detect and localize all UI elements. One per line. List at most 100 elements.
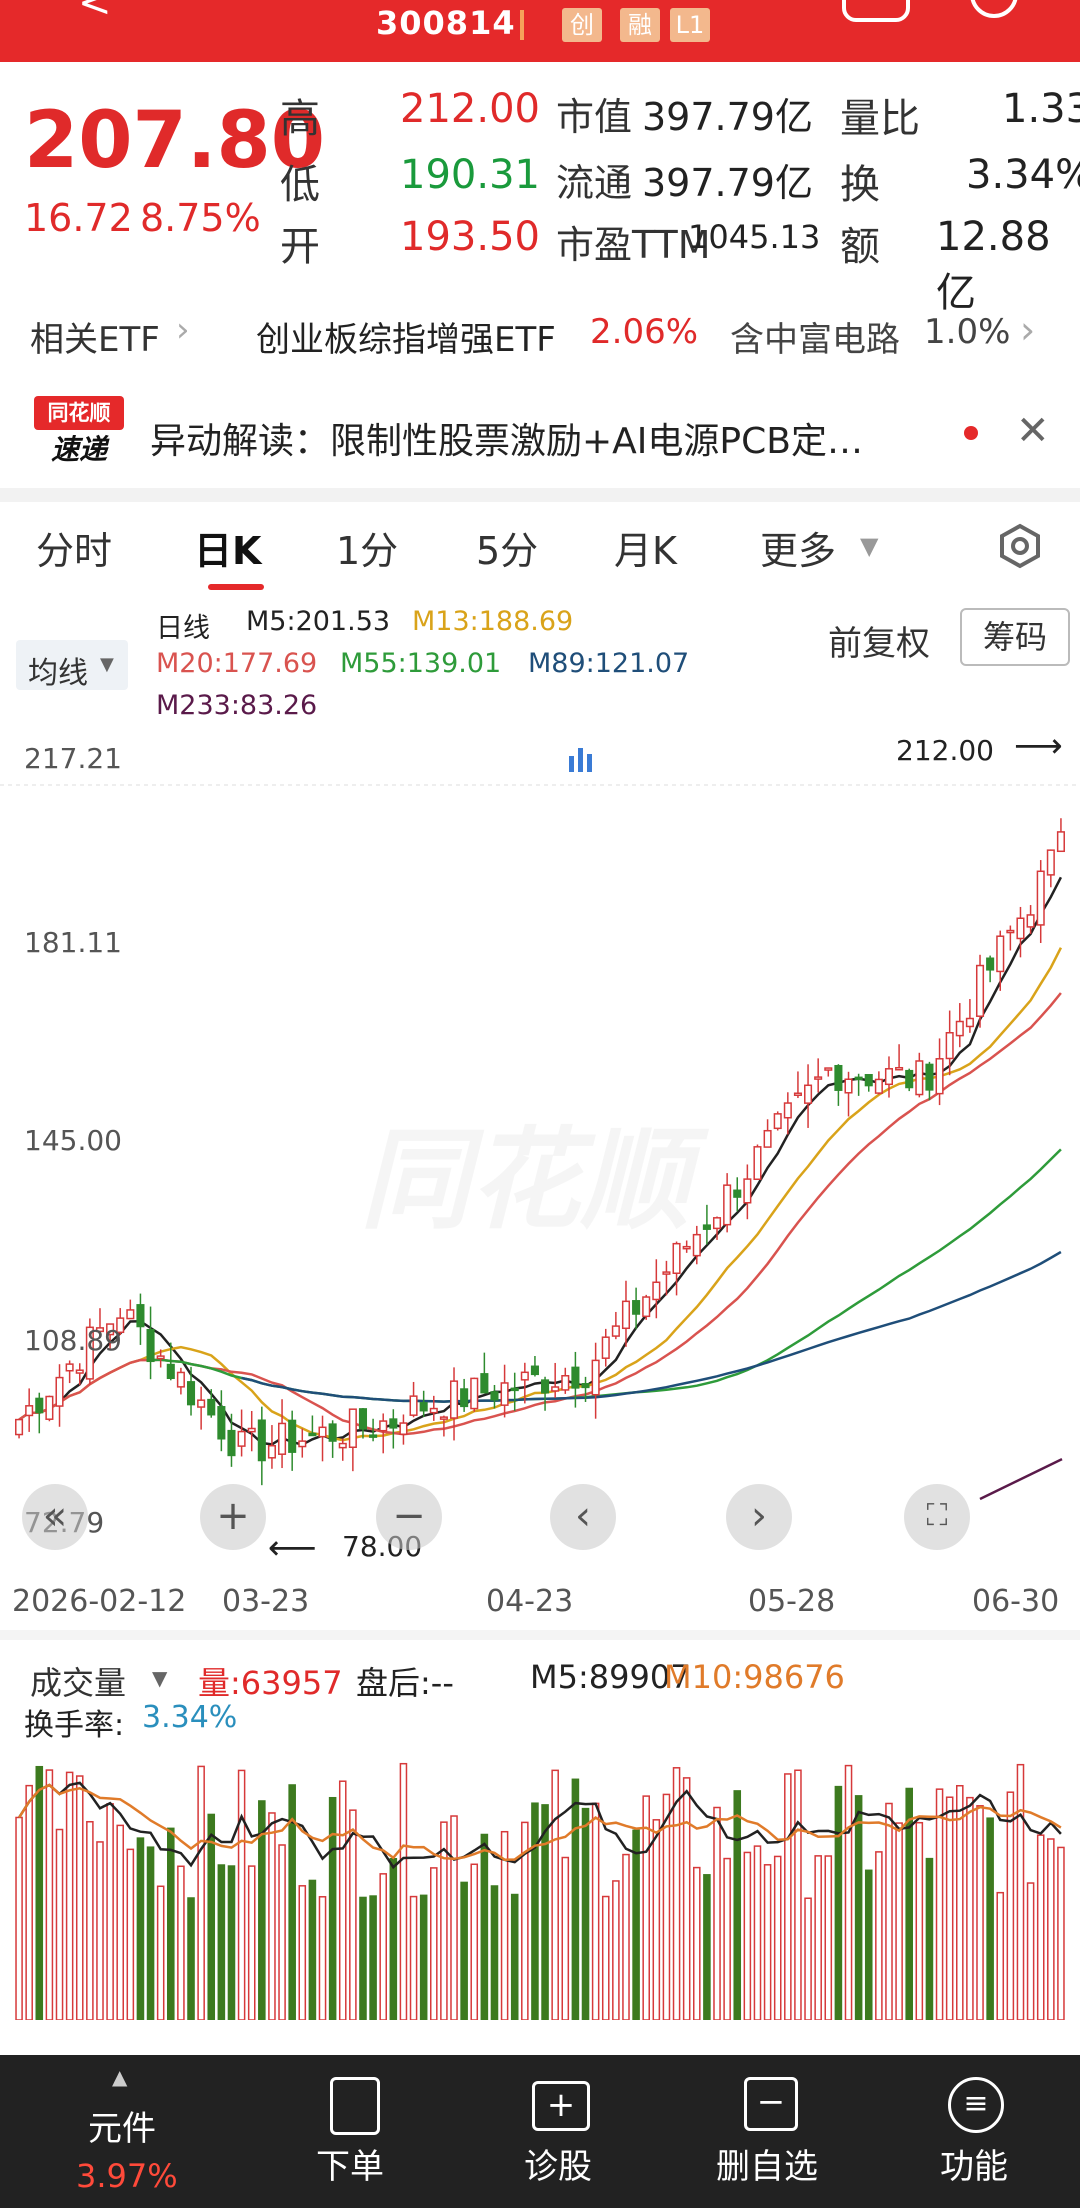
prev-icon[interactable]: ‹ [550, 1484, 616, 1550]
order-button[interactable]: 下单 [316, 2147, 384, 2187]
quote-label: 高 [280, 96, 320, 142]
volume-bar [642, 1795, 650, 2020]
ma-m55: M55:139.01 [340, 648, 502, 679]
etf-name[interactable]: 创业板综指增强ETF [256, 320, 556, 360]
settings-icon[interactable] [996, 522, 1044, 570]
volume-bar [308, 1879, 317, 2020]
volume-bar [298, 1885, 307, 2020]
candle [1056, 831, 1065, 853]
volume-bar [622, 1853, 630, 2020]
stock-name[interactable]: 元件 [88, 2109, 156, 2149]
volume-bar [763, 1864, 772, 2020]
candle [986, 957, 995, 971]
divider [0, 1630, 1080, 1640]
tab-1[interactable]: 日K [194, 529, 262, 573]
function-button[interactable]: 功能 [940, 2147, 1008, 2187]
ma-selector[interactable]: 均线 ▼ [16, 640, 128, 691]
volume-bar [430, 1867, 438, 2020]
candle [955, 1020, 964, 1037]
volume-bar [126, 1848, 135, 2020]
candle [571, 1366, 580, 1389]
volume-bar [55, 1828, 64, 2020]
bar-chart-icon[interactable] [566, 744, 596, 774]
volume-bar [925, 1857, 934, 2020]
logo-text-bottom: 速递 [50, 433, 107, 466]
quote-label: 市盈TTM [556, 223, 711, 267]
adjust-mode[interactable]: 前复权 [828, 624, 930, 664]
volume-bar [581, 1807, 590, 2020]
candle [773, 1113, 782, 1130]
ma-m5: M5:201.53 [246, 606, 391, 637]
watchlist-icon[interactable] [842, 0, 910, 22]
y-tick-4: 108.89 [24, 1324, 122, 1357]
volume-bar [561, 1856, 570, 2020]
candle [207, 1398, 216, 1416]
candle [298, 1440, 307, 1448]
etf-label[interactable]: 相关ETF [30, 320, 160, 360]
volume-bar [773, 1855, 782, 2020]
candlestick-chart[interactable] [0, 730, 1080, 1570]
volume-bar [237, 1769, 246, 2020]
candle [480, 1373, 489, 1394]
candle [834, 1064, 843, 1091]
volume-bar [247, 1865, 256, 2020]
zoom-in-icon[interactable]: + [200, 1484, 266, 1550]
candle [733, 1189, 742, 1198]
volume-bar [551, 1769, 559, 2020]
candle [369, 1434, 378, 1438]
candle [247, 1427, 256, 1433]
current-price: 207.80 [24, 96, 325, 186]
fullscreen-icon[interactable]: ⛶ [904, 1484, 970, 1550]
candle [520, 1371, 529, 1381]
etf-holding-pct: 1.0% [924, 312, 1011, 352]
tab-4[interactable]: 月K [614, 529, 677, 573]
volume-bar [338, 1780, 347, 2020]
back-arrow-icon[interactable]: < [78, 0, 112, 26]
volume-bar [268, 1812, 276, 2020]
volume-bar [197, 1765, 205, 2020]
volume-bar [369, 1895, 377, 2020]
scroll-left-icon[interactable]: « [22, 1484, 88, 1550]
tab-5[interactable]: 更多 [760, 529, 837, 573]
remove-watchlist-button[interactable]: 删自选 [716, 2147, 818, 2187]
volume-ma-line-5 [18, 1781, 1062, 1870]
news-headline[interactable]: 异动解读：限制性股票激励+AI电源PCB定… [150, 421, 863, 462]
quote-label: 低 [280, 162, 320, 208]
candle [500, 1382, 509, 1406]
candle [65, 1363, 74, 1372]
candle [662, 1271, 671, 1275]
next-icon[interactable]: › [726, 1484, 792, 1550]
quote-label: 量比 [840, 96, 920, 142]
volume-bar [440, 1821, 448, 2020]
x-tick-4: 05-28 [748, 1584, 836, 1619]
candle [935, 1058, 944, 1095]
tag-level: L1 [670, 8, 710, 42]
chevron-right-icon[interactable]: › [1020, 308, 1036, 352]
zoom-out-icon[interactable]: − [376, 1484, 442, 1550]
volume-bar [460, 1881, 468, 2020]
candle [186, 1381, 196, 1406]
volume-bar [804, 1897, 812, 2020]
candle [783, 1102, 792, 1119]
candle [632, 1300, 641, 1315]
ma-m13: M13:188.69 [412, 606, 574, 637]
volume-ma-line-10 [18, 1783, 1062, 1861]
chip-button[interactable]: 筹码 [960, 608, 1070, 666]
volume-bar [571, 1778, 580, 2020]
etf-holding[interactable]: 含中富电路 [730, 320, 900, 360]
search-icon[interactable] [970, 0, 1018, 18]
candle [541, 1379, 550, 1394]
tab-0[interactable]: 分时 [36, 529, 113, 573]
volume-selector[interactable]: 成交量 [30, 1664, 127, 1702]
volume-bar [966, 1796, 974, 2020]
tab-3[interactable]: 5分 [476, 529, 539, 573]
candle [814, 1076, 823, 1080]
remove-watchlist-icon: − [744, 2077, 798, 2131]
candle [227, 1429, 236, 1457]
close-icon[interactable]: ✕ [1016, 408, 1050, 454]
volume-bar [490, 1885, 499, 2020]
candle [945, 1032, 954, 1060]
diagnose-button[interactable]: 诊股 [524, 2147, 592, 2187]
volume-bar [156, 1885, 165, 2020]
tab-2[interactable]: 1分 [336, 529, 399, 573]
